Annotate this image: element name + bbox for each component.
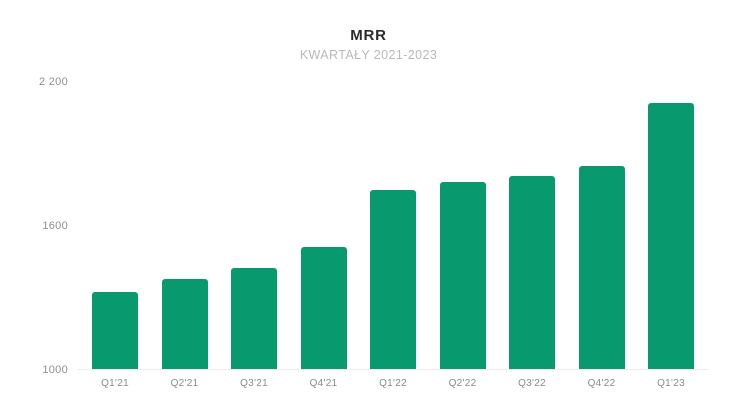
x-axis-label: Q4'22 [587, 378, 616, 389]
bar-column: Q1'23 [648, 102, 694, 389]
x-axis-label: Q2'21 [170, 378, 199, 389]
x-axis-label: Q2'22 [448, 378, 477, 389]
x-axis-label: Q3'22 [518, 378, 546, 389]
bar [92, 292, 138, 369]
bar [370, 190, 416, 369]
x-axis-label: Q4'21 [309, 378, 338, 389]
bar-column: Q3'21 [231, 268, 277, 389]
bar [300, 246, 347, 369]
bar [231, 268, 277, 369]
x-axis-label: Q1'23 [657, 378, 685, 389]
bar-column: Q2'22 [439, 181, 486, 389]
y-axis-tick: 2 200 [38, 76, 68, 88]
bar [648, 102, 694, 369]
bar-column: Q2'21 [161, 279, 208, 389]
bar [509, 175, 555, 369]
x-axis-label: Q3'21 [240, 378, 268, 389]
y-axis-tick: 1600 [42, 220, 68, 232]
bar [439, 181, 486, 369]
y-axis-tick: 1000 [42, 364, 68, 376]
bar-column: Q1'22 [370, 190, 416, 389]
bar-column: Q1'21 [92, 292, 138, 389]
x-axis-label: Q1'21 [101, 378, 129, 389]
bar-column: Q4'21 [300, 246, 347, 389]
bar [161, 279, 208, 369]
chart-subtitle: KWARTAŁY 2021-2023 [299, 48, 438, 62]
plot-area: Q1'21 Q2'21 Q3'21 Q4'21 Q1'22 Q2'22 Q3'22 Q4'22… [78, 86, 708, 389]
chart-title: MRR [350, 27, 387, 44]
bar-column: Q4'22 [578, 166, 625, 389]
bar [578, 166, 625, 369]
bar-column: Q3'22 [509, 175, 555, 389]
x-axis-label: Q1'22 [379, 378, 407, 389]
